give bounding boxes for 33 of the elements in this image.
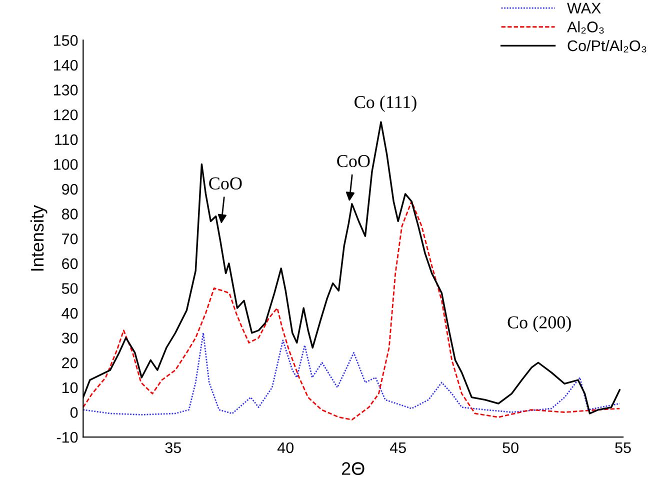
legend-label: WAX (567, 2, 601, 14)
line-series (83, 332, 620, 416)
y-tick-label: 50 (62, 283, 78, 294)
y-tick-label: 70 (62, 233, 78, 244)
x-tick-label: 50 (502, 442, 518, 454)
annotation: Co (200) (508, 316, 571, 332)
y-tick-label: 110 (55, 134, 78, 146)
y-tick-label: 0 (70, 407, 78, 418)
x-tick-label: 40 (277, 442, 294, 454)
x-tick-label: 45 (390, 442, 406, 454)
y-tick-label: 40 (62, 308, 78, 319)
y-tick-label: 130 (54, 84, 78, 96)
y-tick-label: 100 (54, 159, 78, 170)
x-tick-label: 35 (165, 442, 181, 454)
legend-label: Co/Pt/Al₂O₃ (568, 40, 646, 52)
y-axis-title: Intensity (30, 205, 48, 271)
y-tick-label: 80 (62, 208, 78, 220)
legend-label: Al₂O₃ (567, 21, 604, 34)
y-tick-label: 10 (62, 382, 78, 394)
y-tick-label: 20 (62, 358, 78, 368)
line-series (83, 200, 620, 420)
y-tick-label: 30 (62, 332, 78, 344)
annotation: Co (111) (354, 95, 416, 112)
annotation: CoO (209, 177, 242, 190)
annotation: CoO (337, 155, 370, 168)
y-tick-label: 120 (54, 109, 78, 120)
y-tick-label: 150 (54, 35, 78, 46)
y-tick-label: 140 (54, 60, 78, 71)
y-tick-label: 90 (62, 184, 78, 195)
y-tick-label: -10 (56, 432, 78, 443)
y-tick-label: 60 (62, 258, 78, 270)
x-tick-label: 55 (615, 442, 631, 454)
x-axis-title: 2Θ (342, 462, 364, 475)
